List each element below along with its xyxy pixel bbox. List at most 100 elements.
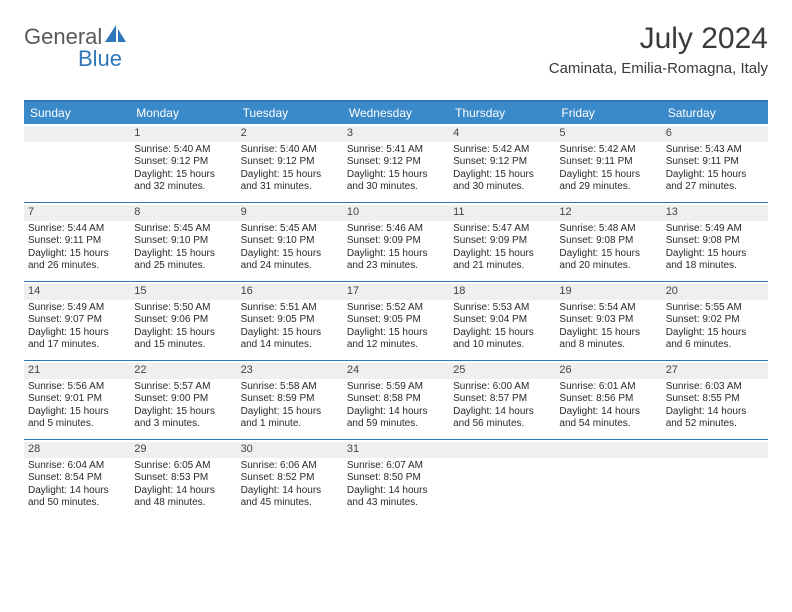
day-cell-15: 15Sunrise: 5:50 AMSunset: 9:06 PMDayligh… (130, 282, 236, 360)
sunrise-line: Sunrise: 5:42 AM (453, 144, 551, 157)
daylight-line: Daylight: 14 hours (559, 406, 657, 419)
day-number: 21 (24, 363, 130, 379)
sunrise-line: Sunrise: 5:50 AM (134, 302, 232, 315)
day-cell-23: 23Sunrise: 5:58 AMSunset: 8:59 PMDayligh… (237, 361, 343, 439)
day-number: 9 (237, 205, 343, 221)
daylight-line: and 59 minutes. (347, 418, 445, 431)
logo: GeneralBlue (24, 24, 130, 72)
day-cell-5: 5Sunrise: 5:42 AMSunset: 9:11 PMDaylight… (555, 124, 661, 202)
sunrise-line: Sunrise: 5:55 AM (666, 302, 764, 315)
day-cell-blank (449, 440, 555, 518)
header-right: July 2024 Caminata, Emilia-Romagna, Ital… (549, 22, 768, 77)
daylight-line: Daylight: 15 hours (347, 327, 445, 340)
sunrise-line: Sunrise: 5:49 AM (28, 302, 126, 315)
sunrise-line: Sunrise: 6:00 AM (453, 381, 551, 394)
daylight-line: and 20 minutes. (559, 260, 657, 273)
day-cell-20: 20Sunrise: 5:55 AMSunset: 9:02 PMDayligh… (662, 282, 768, 360)
day-cell-blank (555, 440, 661, 518)
sunset-line: Sunset: 9:09 PM (347, 235, 445, 248)
daylight-line: Daylight: 15 hours (666, 327, 764, 340)
sunrise-line: Sunrise: 6:06 AM (241, 460, 339, 473)
day-number: 11 (449, 205, 555, 221)
sunset-line: Sunset: 9:05 PM (347, 314, 445, 327)
week-row: 1Sunrise: 5:40 AMSunset: 9:12 PMDaylight… (24, 124, 768, 203)
sunset-line: Sunset: 9:04 PM (453, 314, 551, 327)
day-cell-16: 16Sunrise: 5:51 AMSunset: 9:05 PMDayligh… (237, 282, 343, 360)
day-number: 13 (662, 205, 768, 221)
daylight-line: Daylight: 15 hours (666, 169, 764, 182)
daylight-line: Daylight: 15 hours (241, 169, 339, 182)
sunrise-line: Sunrise: 5:46 AM (347, 223, 445, 236)
daylight-line: Daylight: 15 hours (241, 406, 339, 419)
sunrise-line: Sunrise: 5:45 AM (241, 223, 339, 236)
daylight-line: Daylight: 15 hours (559, 248, 657, 261)
daylight-line: and 25 minutes. (134, 260, 232, 273)
daylight-line: Daylight: 15 hours (453, 327, 551, 340)
sunrise-line: Sunrise: 5:56 AM (28, 381, 126, 394)
daylight-line: Daylight: 14 hours (347, 406, 445, 419)
daylight-line: Daylight: 15 hours (666, 248, 764, 261)
day-number (662, 442, 768, 458)
dow-tuesday: Tuesday (237, 102, 343, 124)
daylight-line: and 6 minutes. (666, 339, 764, 352)
sunrise-line: Sunrise: 5:40 AM (134, 144, 232, 157)
daylight-line: and 12 minutes. (347, 339, 445, 352)
daylight-line: Daylight: 14 hours (347, 485, 445, 498)
daylight-line: and 45 minutes. (241, 497, 339, 510)
sunset-line: Sunset: 9:11 PM (666, 156, 764, 169)
sunset-line: Sunset: 9:12 PM (241, 156, 339, 169)
daylight-line: Daylight: 15 hours (241, 248, 339, 261)
sunset-line: Sunset: 9:12 PM (453, 156, 551, 169)
daylight-line: and 17 minutes. (28, 339, 126, 352)
day-cell-blank (24, 124, 130, 202)
daylight-line: and 50 minutes. (28, 497, 126, 510)
sunset-line: Sunset: 9:12 PM (347, 156, 445, 169)
sunset-line: Sunset: 9:05 PM (241, 314, 339, 327)
logo-text-blue: Blue (78, 46, 130, 72)
daylight-line: and 56 minutes. (453, 418, 551, 431)
daylight-line: Daylight: 14 hours (666, 406, 764, 419)
sunrise-line: Sunrise: 5:40 AM (241, 144, 339, 157)
sunset-line: Sunset: 8:57 PM (453, 393, 551, 406)
daylight-line: Daylight: 15 hours (241, 327, 339, 340)
sunrise-line: Sunrise: 5:47 AM (453, 223, 551, 236)
day-number (449, 442, 555, 458)
day-cell-24: 24Sunrise: 5:59 AMSunset: 8:58 PMDayligh… (343, 361, 449, 439)
location-label: Caminata, Emilia-Romagna, Italy (549, 60, 768, 77)
sunset-line: Sunset: 9:10 PM (241, 235, 339, 248)
sunset-line: Sunset: 9:06 PM (134, 314, 232, 327)
daylight-line: and 14 minutes. (241, 339, 339, 352)
dow-saturday: Saturday (662, 102, 768, 124)
daylight-line: and 31 minutes. (241, 181, 339, 194)
daylight-line: and 29 minutes. (559, 181, 657, 194)
day-number: 25 (449, 363, 555, 379)
sunrise-line: Sunrise: 5:45 AM (134, 223, 232, 236)
sunrise-line: Sunrise: 6:07 AM (347, 460, 445, 473)
day-number: 17 (343, 284, 449, 300)
day-number: 8 (130, 205, 236, 221)
daylight-line: Daylight: 15 hours (453, 169, 551, 182)
sunrise-line: Sunrise: 5:42 AM (559, 144, 657, 157)
daylight-line: Daylight: 15 hours (134, 248, 232, 261)
day-cell-blank (662, 440, 768, 518)
week-row: 28Sunrise: 6:04 AMSunset: 8:54 PMDayligh… (24, 440, 768, 518)
sunrise-line: Sunrise: 6:01 AM (559, 381, 657, 394)
daylight-line: Daylight: 15 hours (453, 248, 551, 261)
daylight-line: Daylight: 15 hours (347, 248, 445, 261)
sunrise-line: Sunrise: 5:57 AM (134, 381, 232, 394)
day-cell-28: 28Sunrise: 6:04 AMSunset: 8:54 PMDayligh… (24, 440, 130, 518)
daylight-line: and 26 minutes. (28, 260, 126, 273)
daylight-line: Daylight: 15 hours (28, 248, 126, 261)
day-number: 30 (237, 442, 343, 458)
day-number: 20 (662, 284, 768, 300)
dow-sunday: Sunday (24, 102, 130, 124)
day-number: 2 (237, 126, 343, 142)
day-cell-21: 21Sunrise: 5:56 AMSunset: 9:01 PMDayligh… (24, 361, 130, 439)
day-number: 10 (343, 205, 449, 221)
sunrise-line: Sunrise: 5:52 AM (347, 302, 445, 315)
day-number: 7 (24, 205, 130, 221)
sunset-line: Sunset: 8:56 PM (559, 393, 657, 406)
day-number: 19 (555, 284, 661, 300)
day-cell-27: 27Sunrise: 6:03 AMSunset: 8:55 PMDayligh… (662, 361, 768, 439)
daylight-line: and 15 minutes. (134, 339, 232, 352)
